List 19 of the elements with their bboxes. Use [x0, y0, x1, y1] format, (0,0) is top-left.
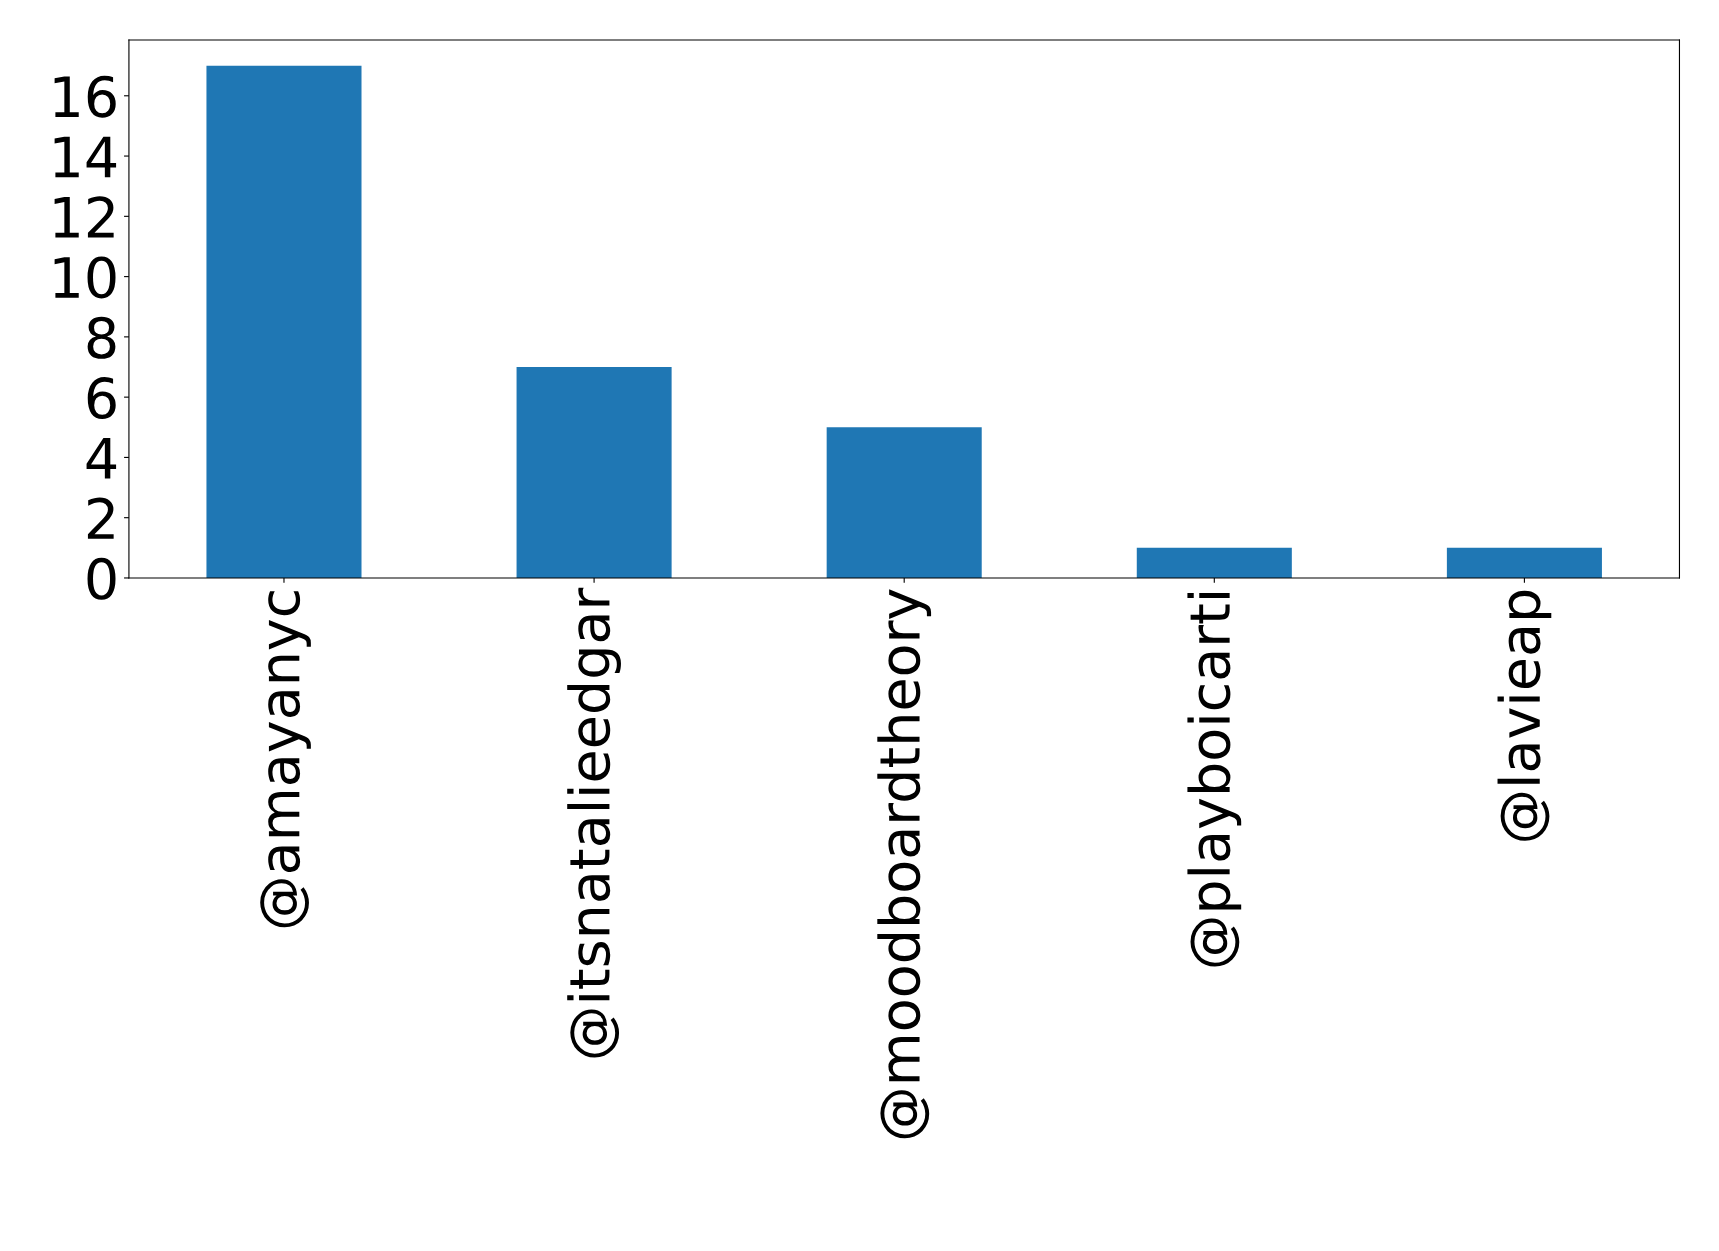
x-tick-label: @moodboardtheory — [877, 589, 932, 1139]
bar — [206, 65, 362, 578]
bar — [1136, 547, 1292, 578]
x-tick-label: @lavieap — [1497, 590, 1552, 841]
x-tick-label: @itsnatalieedgar — [567, 587, 621, 1058]
bar — [826, 427, 982, 578]
y-tick-label: 6 — [87, 377, 116, 420]
x-tick-label: @playboicarti — [1187, 592, 1242, 967]
y-tick-label: 14 — [54, 136, 117, 178]
y-tick-label: 2 — [87, 497, 114, 539]
y-tick-label: 12 — [54, 196, 114, 238]
y-tick-label: 8 — [87, 316, 116, 359]
bar — [516, 367, 672, 578]
y-tick-label: 16 — [54, 75, 116, 118]
x-tick-label: @amayanyc — [260, 591, 311, 928]
y-tick-label: 10 — [54, 256, 116, 299]
bar — [1446, 547, 1602, 578]
y-tick-label: 4 — [86, 438, 117, 479]
y-tick-label: 0 — [87, 557, 116, 600]
